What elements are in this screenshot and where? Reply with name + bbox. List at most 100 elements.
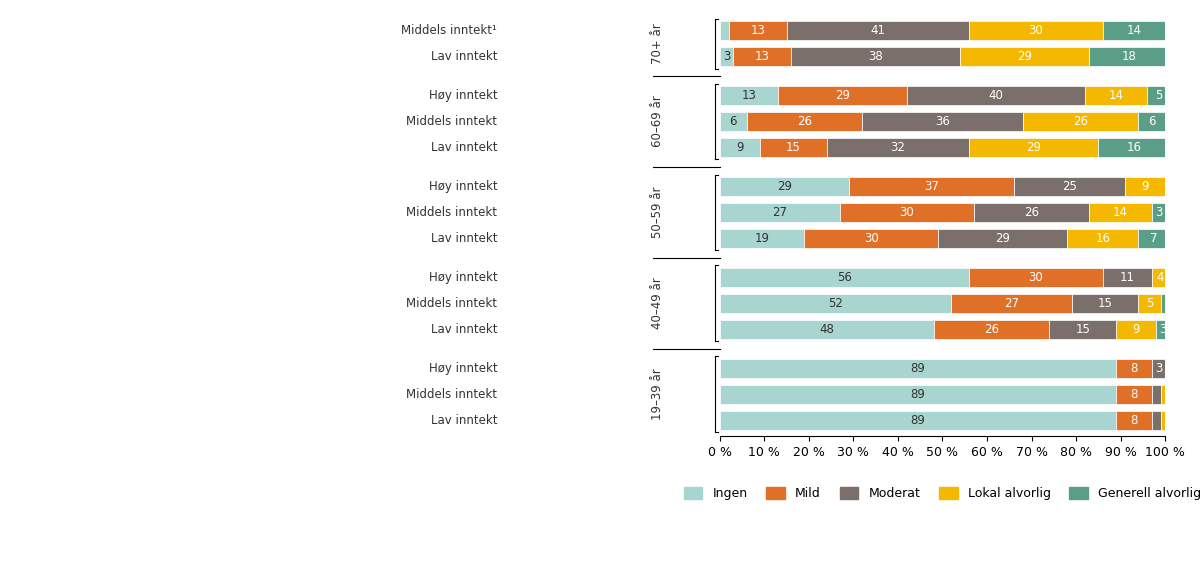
Bar [720, 203, 840, 222]
Text: Middels inntekt: Middels inntekt [407, 206, 497, 219]
Bar [720, 21, 728, 40]
Bar [791, 47, 960, 66]
Text: 13: 13 [742, 89, 756, 102]
Text: 29: 29 [995, 232, 1010, 245]
Text: 32: 32 [890, 141, 905, 154]
Bar [720, 47, 733, 66]
Text: Lav inntekt: Lav inntekt [431, 414, 497, 427]
Bar [1152, 411, 1160, 430]
Bar [960, 47, 1090, 66]
Text: 11: 11 [1120, 271, 1135, 284]
Text: 52: 52 [828, 297, 844, 310]
Bar [733, 47, 791, 66]
Text: 3: 3 [1154, 206, 1162, 219]
Bar [1072, 294, 1139, 313]
Text: 6: 6 [1148, 115, 1156, 128]
Text: 16: 16 [1127, 141, 1141, 154]
Text: 50–59 år: 50–59 år [652, 187, 664, 238]
Text: Lav inntekt: Lav inntekt [431, 232, 497, 245]
Text: 29: 29 [1026, 141, 1042, 154]
Text: 5: 5 [1154, 89, 1162, 102]
Text: 29: 29 [776, 180, 792, 193]
Legend: Ingen, Mild, Moderat, Lokal alvorlig, Generell alvorlig: Ingen, Mild, Moderat, Lokal alvorlig, Ge… [679, 483, 1200, 505]
Text: Middels inntekt: Middels inntekt [407, 297, 497, 310]
Text: 8: 8 [1130, 414, 1138, 427]
Bar [1147, 86, 1170, 105]
Text: 3: 3 [1154, 362, 1162, 375]
Bar [720, 86, 778, 105]
Bar [970, 138, 1098, 157]
Bar [1160, 385, 1165, 403]
Bar [970, 21, 1103, 40]
Text: 9: 9 [736, 141, 744, 154]
Bar [1152, 268, 1170, 287]
Bar [1116, 385, 1152, 403]
Bar [973, 203, 1090, 222]
Text: 7: 7 [1150, 232, 1158, 245]
Text: 18: 18 [1122, 50, 1136, 63]
Text: 14: 14 [1114, 206, 1128, 219]
Bar [1103, 21, 1165, 40]
Text: 70+ år: 70+ år [652, 23, 664, 64]
Bar [1160, 411, 1165, 430]
Text: 15: 15 [786, 141, 800, 154]
Text: 89: 89 [911, 414, 925, 427]
Text: 14: 14 [1109, 89, 1123, 102]
Bar [970, 268, 1103, 287]
Bar [907, 86, 1085, 105]
Bar [1098, 138, 1170, 157]
Text: 4: 4 [1157, 271, 1164, 284]
Bar [1152, 385, 1160, 403]
Bar [1152, 203, 1165, 222]
Text: 29: 29 [835, 89, 850, 102]
Text: 14: 14 [1127, 24, 1141, 37]
Text: Høy inntekt: Høy inntekt [428, 271, 497, 284]
Bar [746, 112, 863, 131]
Bar [720, 229, 804, 248]
Text: 8: 8 [1130, 362, 1138, 375]
Text: 15: 15 [1075, 323, 1090, 336]
Bar [827, 138, 970, 157]
Text: 9: 9 [1133, 323, 1140, 336]
Bar [934, 320, 1049, 339]
Text: Middels inntekt: Middels inntekt [407, 388, 497, 401]
Bar [1165, 359, 1170, 378]
Text: Høy inntekt: Høy inntekt [428, 180, 497, 193]
Bar [778, 86, 907, 105]
Bar [760, 138, 827, 157]
Text: 26: 26 [1024, 206, 1039, 219]
Text: 16: 16 [1096, 232, 1110, 245]
Text: 13: 13 [750, 24, 766, 37]
Bar [720, 177, 848, 196]
Bar [1049, 320, 1116, 339]
Bar [1165, 177, 1170, 196]
Text: 26: 26 [797, 115, 812, 128]
Text: 30: 30 [1028, 24, 1043, 37]
Text: Middels inntekt: Middels inntekt [407, 115, 497, 128]
Bar [1085, 86, 1147, 105]
Text: 5: 5 [1146, 297, 1153, 310]
Text: Høy inntekt: Høy inntekt [428, 89, 497, 102]
Text: Lav inntekt: Lav inntekt [431, 141, 497, 154]
Bar [720, 268, 970, 287]
Bar [1014, 177, 1124, 196]
Text: 19: 19 [755, 232, 769, 245]
Text: 9: 9 [1141, 180, 1148, 193]
Bar [840, 203, 973, 222]
Bar [938, 229, 1067, 248]
Bar [848, 177, 1014, 196]
Text: 48: 48 [820, 323, 834, 336]
Bar [1067, 229, 1139, 248]
Bar [1152, 359, 1165, 378]
Bar [952, 294, 1072, 313]
Bar [1103, 268, 1152, 287]
Bar [1116, 411, 1152, 430]
Text: Middels inntekt¹: Middels inntekt¹ [402, 24, 497, 37]
Bar [1156, 320, 1170, 339]
Text: 3: 3 [1159, 323, 1166, 336]
Bar [1139, 229, 1170, 248]
Text: 56: 56 [838, 271, 852, 284]
Bar [1116, 359, 1152, 378]
Text: 30: 30 [1028, 271, 1043, 284]
Bar [1022, 112, 1139, 131]
